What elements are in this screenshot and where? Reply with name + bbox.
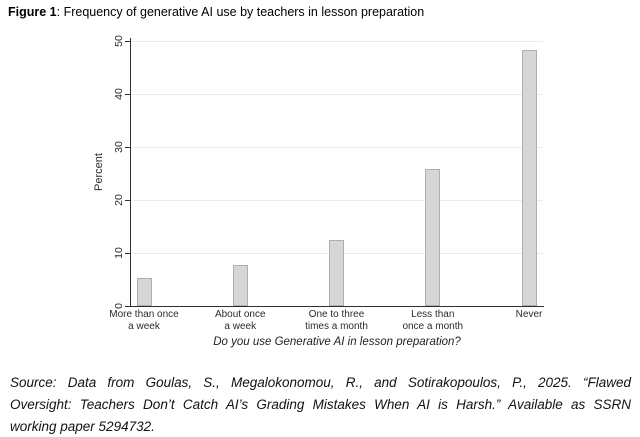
bar	[136, 278, 152, 306]
y-tick-label: 20	[113, 194, 125, 206]
source-note-line: Source: Data from Goulas, S., Megalokono…	[10, 375, 631, 390]
y-tick	[125, 306, 131, 307]
source-note: Source: Data from Goulas, S., Megalokono…	[10, 372, 631, 437]
x-category-label: About once a week	[214, 309, 266, 332]
y-axis-line	[130, 38, 131, 306]
gridline	[131, 200, 543, 201]
y-axis-title: Percent	[93, 153, 105, 191]
bar	[521, 50, 537, 306]
y-tick	[125, 147, 131, 148]
bar	[232, 264, 248, 306]
x-category-label: More than once a week	[109, 309, 179, 332]
source-note-line: working paper 5294732.	[10, 419, 155, 434]
figure-caption-label: Figure 1	[8, 5, 57, 19]
x-category-label: Never	[515, 309, 543, 320]
gridline	[131, 94, 543, 95]
source-note-line: Oversight: Teachers Don’t Catch AI’s Gra…	[10, 397, 631, 412]
bar	[329, 239, 344, 306]
x-category-label: Less than once a month	[402, 309, 464, 332]
figure-caption: Figure 1: Frequency of generative AI use…	[8, 5, 424, 19]
x-axis-title: Do you use Generative AI in lesson prepa…	[213, 336, 461, 348]
y-tick	[125, 200, 131, 201]
y-tick	[125, 94, 131, 95]
y-tick-label: 50	[113, 35, 125, 47]
y-tick	[125, 253, 131, 254]
x-axis-line	[130, 306, 544, 307]
bar	[425, 168, 441, 306]
gridline	[131, 147, 543, 148]
y-tick	[125, 41, 131, 42]
y-tick-label: 30	[113, 141, 125, 153]
x-category-label: One to three times a month	[305, 309, 368, 332]
figure-caption-text: : Frequency of generative AI use by teac…	[56, 5, 425, 19]
y-tick-label: 10	[113, 247, 125, 259]
y-tick-label: 40	[113, 88, 125, 100]
gridline	[131, 41, 543, 42]
